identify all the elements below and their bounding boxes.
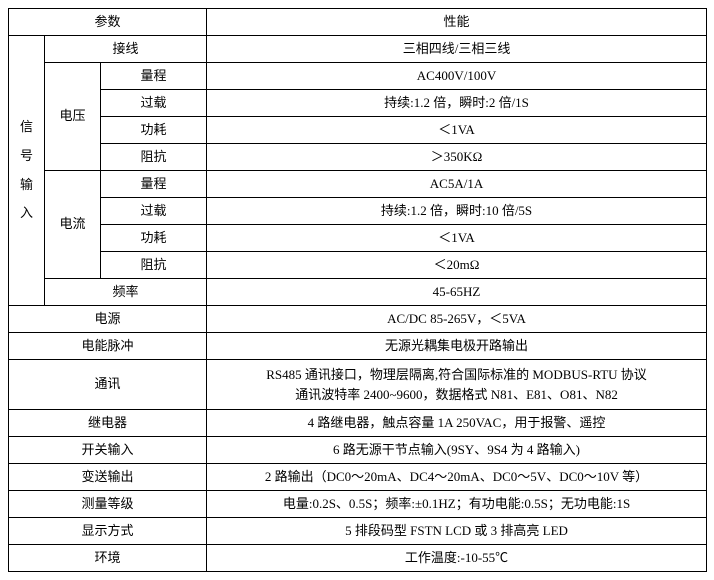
pulse-value: 无源光耦集电极开路输出 [207, 333, 707, 360]
voltage-overload-label: 过载 [101, 90, 207, 117]
freq-value: 45-65HZ [207, 279, 707, 306]
current-impedance-label: 阻抗 [101, 252, 207, 279]
current-power-value: ＜1VA [207, 225, 707, 252]
voltage-overload-value: 持续:1.2 倍，瞬时:2 倍/1S [207, 90, 707, 117]
wiring-value: 三相四线/三相三线 [207, 36, 707, 63]
table-row: 电压 量程 AC400V/100V [9, 63, 707, 90]
table-row: 功耗 ＜1VA [9, 225, 707, 252]
table-row: 显示方式 5 排段码型 FSTN LCD 或 3 排高亮 LED [9, 518, 707, 545]
table-row: 过载 持续:1.2 倍，瞬时:2 倍/1S [9, 90, 707, 117]
table-row: 阻抗 ＜20mΩ [9, 252, 707, 279]
swin-value: 6 路无源干节点输入(9SY、9S4 为 4 路输入) [207, 437, 707, 464]
header-perf: 性能 [207, 9, 707, 36]
table-row: 电流 量程 AC5A/1A [9, 171, 707, 198]
table-row: 信 号 输 入 接线 三相四线/三相三线 [9, 36, 707, 63]
txout-value: 2 路输出（DC0～20mA、DC4～20mA、DC0～5V、DC0～10V 等… [207, 464, 707, 491]
relay-value: 4 路继电器，触点容量 1A 250VAC，用于报警、遥控 [207, 410, 707, 437]
swin-label: 开关输入 [9, 437, 207, 464]
table-row: 通讯 RS485 通讯接口，物理层隔离,符合国际标准的 MODBUS-RTU 协… [9, 360, 707, 410]
voltage-power-label: 功耗 [101, 117, 207, 144]
spec-table: 参数 性能 信 号 输 入 接线 三相四线/三相三线 电压 量程 AC400V/… [8, 8, 707, 572]
current-range-value: AC5A/1A [207, 171, 707, 198]
relay-label: 继电器 [9, 410, 207, 437]
grade-label: 测量等级 [9, 491, 207, 518]
table-row: 变送输出 2 路输出（DC0～20mA、DC4～20mA、DC0～5V、DC0～… [9, 464, 707, 491]
comm-value: RS485 通讯接口，物理层隔离,符合国际标准的 MODBUS-RTU 协议 通… [207, 360, 707, 410]
current-label: 电流 [45, 171, 101, 279]
voltage-range-value: AC400V/100V [207, 63, 707, 90]
current-power-label: 功耗 [101, 225, 207, 252]
voltage-power-value: ＜1VA [207, 117, 707, 144]
table-row: 过载 持续:1.2 倍，瞬时:10 倍/5S [9, 198, 707, 225]
env-label: 环境 [9, 545, 207, 572]
grade-value: 电量:0.2S、0.5S；频率:±0.1HZ；有功电能:0.5S；无功电能:1S [207, 491, 707, 518]
current-impedance-value: ＜20mΩ [207, 252, 707, 279]
header-param: 参数 [9, 9, 207, 36]
current-overload-label: 过载 [101, 198, 207, 225]
current-range-label: 量程 [101, 171, 207, 198]
table-row: 参数 性能 [9, 9, 707, 36]
voltage-range-label: 量程 [101, 63, 207, 90]
table-row: 阻抗 ＞350KΩ [9, 144, 707, 171]
table-row: 继电器 4 路继电器，触点容量 1A 250VAC，用于报警、遥控 [9, 410, 707, 437]
table-row: 测量等级 电量:0.2S、0.5S；频率:±0.1HZ；有功电能:0.5S；无功… [9, 491, 707, 518]
psu-label: 电源 [9, 306, 207, 333]
display-label: 显示方式 [9, 518, 207, 545]
txout-label: 变送输出 [9, 464, 207, 491]
wiring-label: 接线 [45, 36, 207, 63]
psu-value: AC/DC 85-265V，＜5VA [207, 306, 707, 333]
current-overload-value: 持续:1.2 倍，瞬时:10 倍/5S [207, 198, 707, 225]
table-row: 电源 AC/DC 85-265V，＜5VA [9, 306, 707, 333]
freq-label: 频率 [45, 279, 207, 306]
display-value: 5 排段码型 FSTN LCD 或 3 排高亮 LED [207, 518, 707, 545]
env-value: 工作温度:-10-55℃ [207, 545, 707, 572]
table-row: 电能脉冲 无源光耦集电极开路输出 [9, 333, 707, 360]
table-row: 频率 45-65HZ [9, 279, 707, 306]
signal-input-label: 信 号 输 入 [9, 36, 45, 306]
comm-label: 通讯 [9, 360, 207, 410]
pulse-label: 电能脉冲 [9, 333, 207, 360]
voltage-impedance-label: 阻抗 [101, 144, 207, 171]
table-row: 环境 工作温度:-10-55℃ [9, 545, 707, 572]
voltage-impedance-value: ＞350KΩ [207, 144, 707, 171]
table-row: 开关输入 6 路无源干节点输入(9SY、9S4 为 4 路输入) [9, 437, 707, 464]
voltage-label: 电压 [45, 63, 101, 171]
table-row: 功耗 ＜1VA [9, 117, 707, 144]
